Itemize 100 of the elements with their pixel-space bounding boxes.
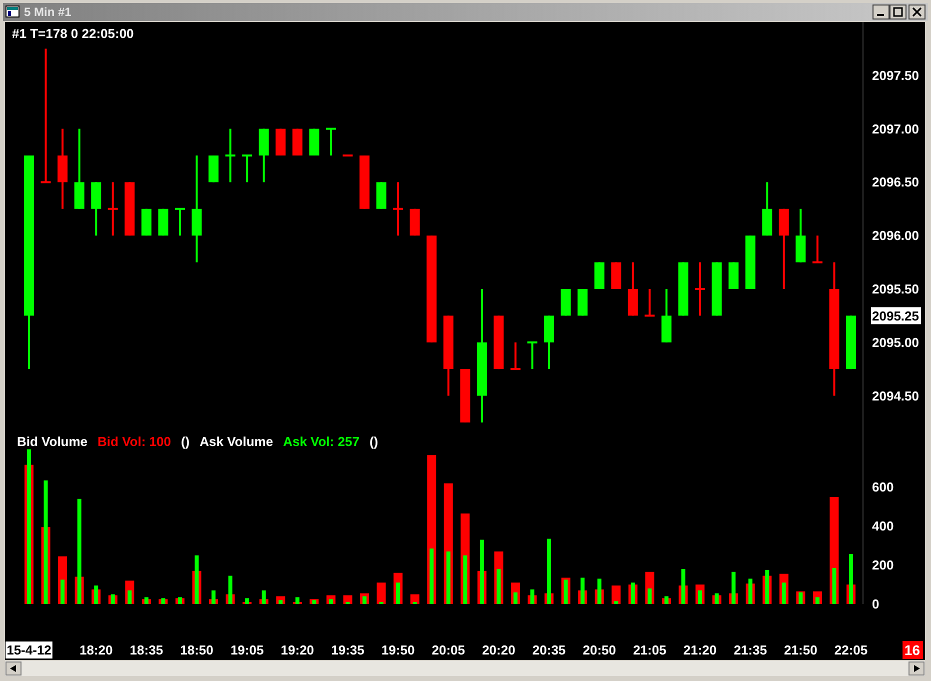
bar <box>530 589 534 604</box>
bar <box>815 597 820 604</box>
y-tick-label: 2097.50 <box>872 68 919 83</box>
x-tick-label: 18:20 <box>79 642 113 658</box>
candlestick <box>225 128 236 182</box>
bar <box>849 554 853 604</box>
x-tick-label: 20:50 <box>582 642 616 658</box>
candlestick <box>695 262 706 316</box>
bar <box>446 551 450 604</box>
text: 16 <box>904 642 920 658</box>
bar <box>343 595 352 604</box>
bar <box>312 600 316 604</box>
bar <box>212 590 216 604</box>
bar <box>295 597 300 604</box>
bar <box>664 596 668 604</box>
bar <box>782 582 786 604</box>
annotation: Ask Vol: 257 <box>283 434 360 448</box>
bar <box>681 568 686 604</box>
bar <box>513 592 518 604</box>
text: 2095.25 <box>872 308 919 324</box>
x-tick-label: 19:35 <box>331 642 364 658</box>
candlestick <box>174 208 185 236</box>
y-tick-label: 2095.00 <box>872 334 919 350</box>
candlestick <box>393 182 404 236</box>
annotation: () <box>180 434 190 448</box>
bar <box>27 449 31 604</box>
bar <box>362 596 367 604</box>
y-tick-label: 2095.50 <box>872 281 919 296</box>
bar <box>463 555 468 604</box>
x-tick-label: 19:05 <box>230 642 264 658</box>
y-tick-label: 2096.50 <box>872 174 919 190</box>
bar <box>765 570 770 604</box>
x-tick-label: 20:05 <box>432 642 466 658</box>
annotation: Bid Volume <box>17 434 88 448</box>
bar <box>262 590 266 604</box>
bar <box>614 601 618 604</box>
y2-tick-label: 200 <box>872 558 894 573</box>
y-tick-label: 2097.00 <box>872 121 919 136</box>
bar <box>698 590 702 604</box>
bar <box>44 480 48 604</box>
bar <box>648 588 652 604</box>
bar <box>245 598 250 604</box>
candlestick <box>40 48 51 184</box>
bar <box>564 580 568 604</box>
bar <box>612 586 621 604</box>
candlestick <box>510 342 520 370</box>
bar <box>228 576 232 604</box>
bar <box>630 582 635 604</box>
candlestick <box>644 288 655 317</box>
bar <box>580 578 585 604</box>
chart-title: 5 Min #1 <box>24 5 72 19</box>
x-tick-label: 21:05 <box>633 642 666 658</box>
bar <box>430 548 434 604</box>
bar <box>597 578 602 604</box>
y-tick-label: 2096.00 <box>872 228 919 244</box>
candlestick <box>242 154 252 182</box>
bar <box>396 582 400 604</box>
annotation: Bid Vol: 100 <box>98 434 171 448</box>
bar <box>128 590 132 604</box>
bar <box>60 580 65 604</box>
x-tick-label: 20:20 <box>482 642 516 658</box>
bar <box>714 593 719 604</box>
x-tick-label: 21:35 <box>734 642 767 658</box>
bar <box>77 498 82 604</box>
y2-tick-label: 600 <box>872 480 894 495</box>
bar <box>194 555 199 604</box>
x-tick-label: 21:50 <box>784 642 818 658</box>
x-tick-label: 19:50 <box>381 642 415 658</box>
bar <box>748 578 752 604</box>
y-tick-label: 2094.50 <box>872 388 919 404</box>
annotation: Ask Volume <box>200 434 274 448</box>
x-tick-label: 19:20 <box>280 642 314 658</box>
bar <box>328 599 333 604</box>
annotation: () <box>369 434 378 448</box>
x-tick-label: 18:35 <box>130 642 164 658</box>
candlestick <box>108 182 118 236</box>
bar <box>480 540 484 604</box>
bar <box>178 597 182 604</box>
annotation: #1 T=178 0 22:05:00 <box>12 26 134 40</box>
bar <box>110 594 115 604</box>
candlestick <box>326 128 336 156</box>
candlestick <box>812 236 822 264</box>
bar <box>798 592 803 604</box>
bar <box>94 586 98 604</box>
candlestick <box>527 341 538 370</box>
x-tick-label: 22:05 <box>834 642 868 658</box>
bar <box>161 598 166 604</box>
x-tick-label: 18:50 <box>180 642 214 658</box>
x-tick-label: 21:20 <box>683 642 717 658</box>
bar <box>144 597 148 604</box>
bar <box>410 594 420 604</box>
bar <box>496 568 501 604</box>
bar <box>376 582 386 604</box>
bar <box>547 538 552 604</box>
y2-tick-label: 0 <box>872 596 880 612</box>
bar <box>732 572 736 604</box>
x-tick-label: 20:35 <box>532 642 566 658</box>
bar <box>832 568 836 604</box>
y2-tick-label: 400 <box>872 518 894 534</box>
bar <box>278 600 283 604</box>
